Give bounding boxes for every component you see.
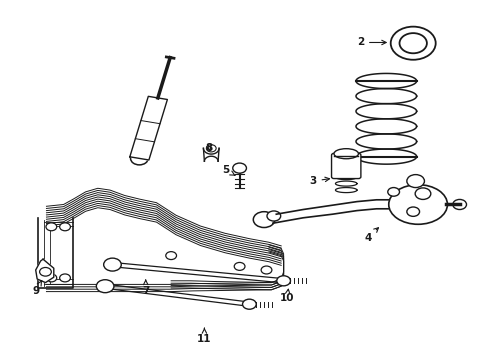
Circle shape <box>276 276 290 286</box>
Text: 6: 6 <box>148 114 161 124</box>
Circle shape <box>452 199 466 210</box>
Circle shape <box>261 266 271 274</box>
Circle shape <box>60 223 70 231</box>
Circle shape <box>232 163 246 173</box>
Circle shape <box>390 27 435 60</box>
Ellipse shape <box>333 149 358 159</box>
Text: 2: 2 <box>356 37 386 48</box>
Text: 9: 9 <box>32 280 41 296</box>
Circle shape <box>46 223 57 231</box>
Circle shape <box>40 267 51 276</box>
Circle shape <box>406 207 419 216</box>
Ellipse shape <box>388 185 447 224</box>
Circle shape <box>206 145 216 152</box>
Text: 10: 10 <box>279 289 294 303</box>
Polygon shape <box>129 96 167 160</box>
Circle shape <box>165 252 176 260</box>
Circle shape <box>46 274 57 282</box>
Circle shape <box>414 188 430 199</box>
Text: 4: 4 <box>363 228 378 243</box>
Circle shape <box>253 212 274 228</box>
Circle shape <box>103 258 121 271</box>
Text: 8: 8 <box>205 143 212 153</box>
Circle shape <box>96 280 114 293</box>
Circle shape <box>266 211 280 221</box>
Circle shape <box>387 188 399 196</box>
Circle shape <box>234 262 244 270</box>
FancyBboxPatch shape <box>331 153 360 179</box>
Text: 7: 7 <box>142 280 149 296</box>
Text: 1: 1 <box>337 152 352 162</box>
Circle shape <box>399 33 426 53</box>
Text: 11: 11 <box>197 328 211 344</box>
Polygon shape <box>36 259 54 283</box>
Text: 5: 5 <box>222 165 234 175</box>
Circle shape <box>60 274 70 282</box>
Circle shape <box>130 152 148 165</box>
Circle shape <box>242 299 256 309</box>
Circle shape <box>406 175 424 188</box>
Text: 3: 3 <box>309 176 329 186</box>
